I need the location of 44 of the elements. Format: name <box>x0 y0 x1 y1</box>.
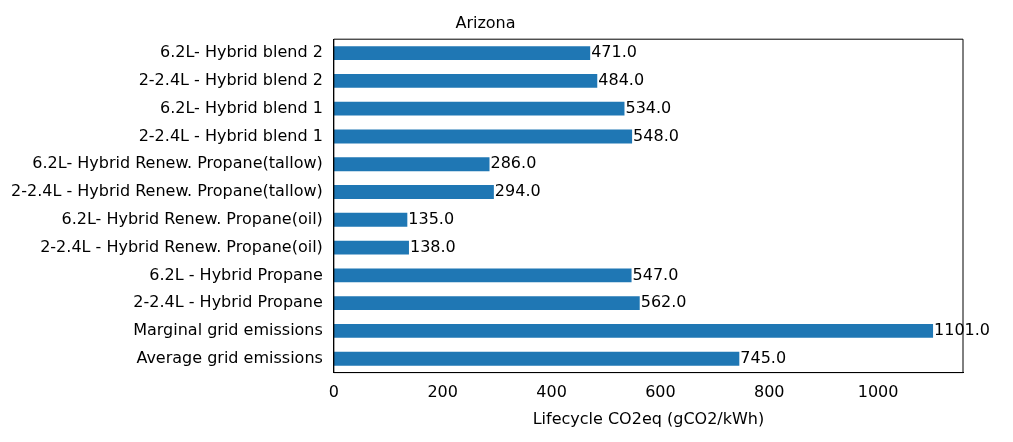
x-tick-label: 600 <box>645 382 676 402</box>
bar <box>333 129 633 144</box>
data-label: 547.0 <box>632 264 679 284</box>
x-tick-label: 1000 <box>857 382 899 402</box>
bar <box>333 268 632 283</box>
data-label: 548.0 <box>633 125 679 145</box>
data-label: 1101.0 <box>934 320 991 340</box>
bar <box>333 101 625 116</box>
data-label: 471.0 <box>591 42 637 62</box>
y-tick-label: 2-2.4L - Hybrid blend 2 <box>138 70 323 90</box>
y-tick-label: 2-2.4L - Hybrid blend 1 <box>138 125 323 145</box>
data-label: 286.0 <box>490 153 537 173</box>
bar <box>333 351 740 366</box>
data-label: 294.0 <box>494 181 541 201</box>
y-tick-label: 2-2.4L - Hybrid Renew. Propane(oil) <box>40 236 323 256</box>
data-label: 484.0 <box>598 70 645 90</box>
x-tick-label: 800 <box>753 382 785 402</box>
y-tick-label: 6.2L- Hybrid blend 1 <box>159 97 323 117</box>
bar <box>333 296 640 311</box>
chart-title: Arizona <box>455 12 516 32</box>
y-tick-label: 2-2.4L - Hybrid Renew. Propane(tallow) <box>10 181 323 201</box>
y-tick-label: 6.2L - Hybrid Propane <box>149 264 323 284</box>
x-tick-label: 0 <box>328 382 339 402</box>
bar <box>333 46 591 61</box>
bar <box>333 157 490 172</box>
y-tick-label: Marginal grid emissions <box>133 320 323 340</box>
data-label: 135.0 <box>408 208 455 228</box>
x-tick-label: 400 <box>536 382 567 402</box>
data-label: 562.0 <box>640 292 687 312</box>
data-label: 745.0 <box>740 347 787 367</box>
bar <box>333 185 494 199</box>
y-tick-label: 6.2L- Hybrid Renew. Propane(tallow) <box>32 153 323 173</box>
y-tick-label: 2-2.4L - Hybrid Propane <box>133 292 323 312</box>
y-tick-label: 6.2L- Hybrid Renew. Propane(oil) <box>61 208 323 228</box>
bar <box>333 212 408 227</box>
y-tick-label: Average grid emissions <box>136 347 323 367</box>
bar <box>333 240 409 255</box>
bar <box>333 73 598 88</box>
data-label: 138.0 <box>409 236 456 256</box>
x-axis-title: Lifecycle CO2eq (gCO2/kWh) <box>532 408 765 428</box>
x-tick-label: 200 <box>427 382 458 402</box>
y-tick-label: 6.2L- Hybrid blend 2 <box>159 42 323 62</box>
data-label: 534.0 <box>625 97 672 117</box>
bar <box>333 323 934 338</box>
